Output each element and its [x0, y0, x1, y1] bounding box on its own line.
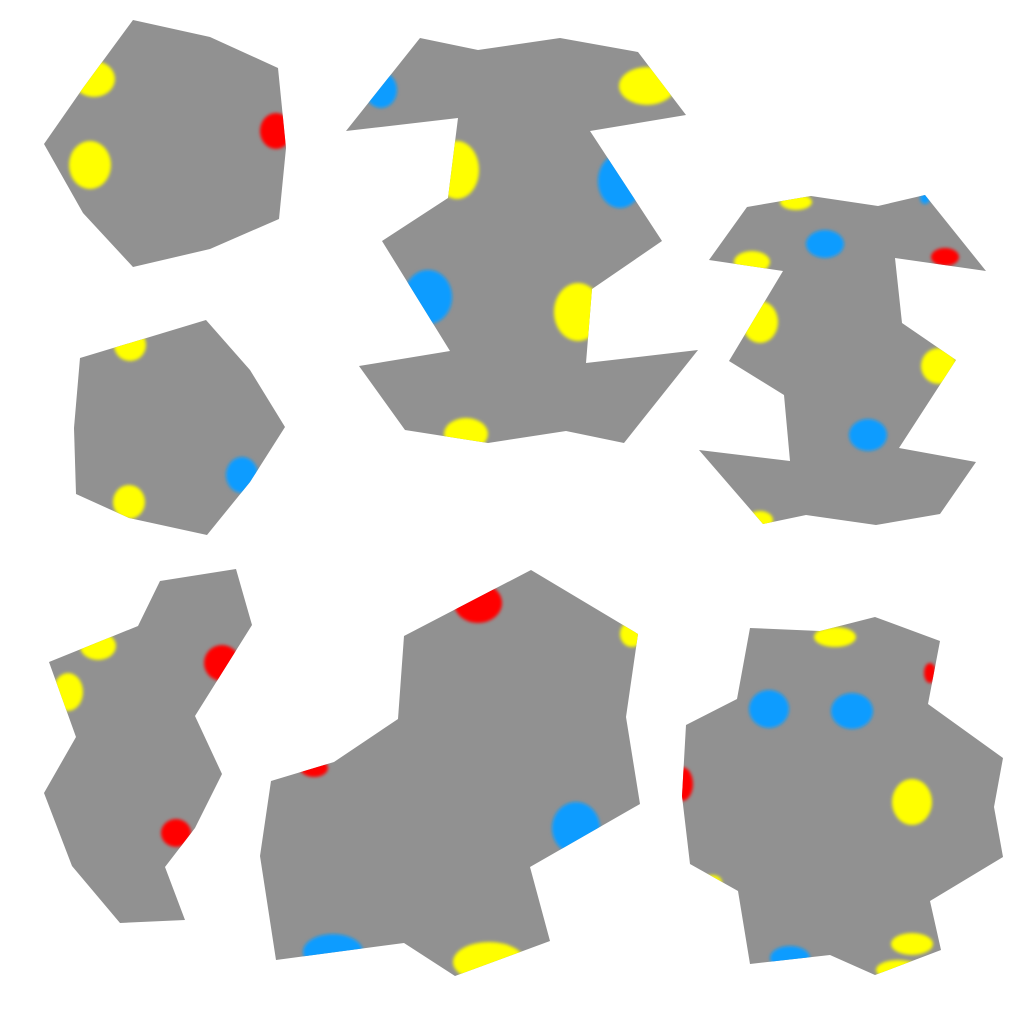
piece-2-body: [346, 38, 698, 443]
piece-3-spot-blue: [806, 230, 844, 258]
puzzle-piece-1[interactable]: [44, 20, 292, 267]
piece-2-spot-blue: [404, 270, 452, 324]
piece-2-spot-yellow: [554, 283, 602, 341]
piece-7-spot-yellow: [814, 627, 856, 647]
puzzle-piece-6[interactable]: [260, 570, 644, 982]
piece-4-spot-yellow: [114, 329, 146, 361]
piece-3-spot-yellow: [780, 195, 812, 210]
piece-2-spot-blue: [598, 154, 642, 208]
piece-7-spot-blue: [992, 732, 1003, 750]
piece-3-spot-blue: [920, 195, 930, 204]
puzzle-piece-3[interactable]: [699, 192, 986, 529]
piece-6-spot-red: [300, 759, 328, 777]
puzzle-piece-7[interactable]: [671, 617, 1004, 980]
piece-6-spot-blue: [303, 934, 363, 970]
piece-1-spot-yellow: [73, 61, 115, 97]
piece-6-spot-blue: [552, 802, 600, 854]
piece-1-body: [44, 20, 286, 267]
piece-4-body: [74, 320, 285, 535]
piece-2-spot-yellow: [619, 67, 675, 105]
piece-3-spot-blue: [849, 419, 887, 451]
piece-5-body: [44, 569, 252, 923]
piece-1-spot-red: [260, 113, 286, 149]
piece-7-spot-blue: [831, 693, 873, 729]
piece-7-spot-blue: [749, 690, 789, 728]
piece-7-spot-blue: [770, 946, 810, 970]
piece-3-spot-yellow: [921, 348, 957, 384]
piece-7-spot-red: [924, 663, 936, 683]
piece-5-spot-red: [161, 819, 191, 847]
piece-5-spot-red: [204, 645, 240, 681]
piece-3-spot-yellow: [747, 511, 773, 525]
piece-3-body: [699, 195, 986, 525]
puzzle-piece-5[interactable]: [44, 569, 252, 923]
piece-2-spot-yellow: [435, 141, 479, 199]
piece-3-spot-yellow: [742, 301, 778, 343]
puzzle-piece-2[interactable]: [346, 38, 698, 450]
piece-7-spot-yellow: [876, 960, 920, 975]
puzzle-piece-4[interactable]: [74, 320, 285, 535]
piece-3-spot-yellow: [734, 251, 770, 273]
piece-7-spot-yellow: [892, 779, 932, 825]
piece-3-spot-red: [931, 248, 959, 266]
piece-6-spot-yellow: [453, 942, 525, 976]
piece-5-spot-yellow: [80, 632, 116, 660]
piece-7-spot-yellow: [891, 933, 933, 955]
piece-7-spot-red: [682, 767, 693, 801]
piece-7-spot-yellow: [702, 875, 722, 889]
piece-2-spot-yellow: [444, 418, 488, 443]
piece-6-spot-yellow: [620, 621, 640, 647]
piece-4-spot-yellow: [113, 485, 145, 519]
piece-7-body: [682, 617, 1003, 975]
piece-2-spot-blue: [365, 72, 397, 108]
piece-6-body: [260, 570, 640, 976]
piece-1-spot-yellow: [69, 141, 111, 189]
piece-6-spot-red: [454, 583, 502, 623]
piece-5-spot-yellow: [53, 673, 83, 711]
piece-4-spot-blue: [226, 457, 258, 493]
